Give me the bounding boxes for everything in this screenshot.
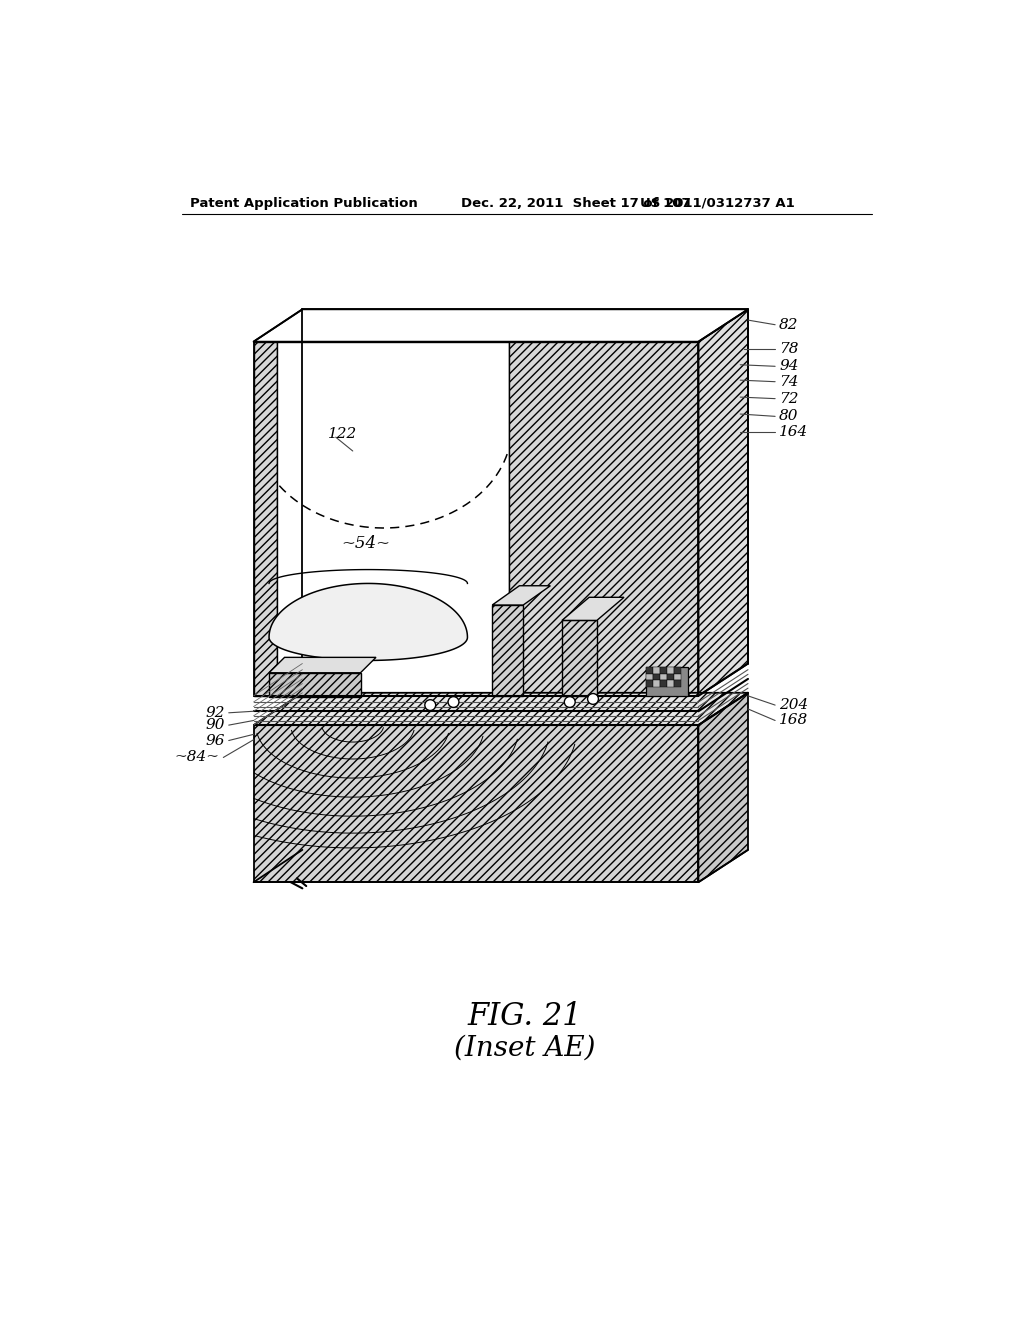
Polygon shape [254, 309, 748, 342]
Polygon shape [509, 342, 698, 696]
Polygon shape [562, 597, 624, 620]
Text: FIG. 21: FIG. 21 [468, 1002, 582, 1032]
Polygon shape [646, 673, 652, 681]
Polygon shape [254, 693, 748, 725]
Circle shape [425, 700, 435, 710]
Polygon shape [562, 620, 597, 696]
Circle shape [588, 693, 598, 705]
Polygon shape [646, 681, 652, 688]
Polygon shape [652, 667, 659, 673]
Text: ~84~: ~84~ [174, 751, 219, 764]
Polygon shape [269, 657, 376, 673]
Text: 164: 164 [779, 425, 808, 438]
Polygon shape [659, 681, 667, 688]
Polygon shape [652, 681, 659, 688]
Polygon shape [646, 667, 652, 673]
Text: 72: 72 [779, 392, 799, 405]
Circle shape [449, 697, 459, 708]
Polygon shape [667, 667, 674, 673]
Polygon shape [667, 673, 674, 681]
Polygon shape [659, 673, 667, 681]
Polygon shape [254, 342, 276, 696]
Text: Dec. 22, 2011  Sheet 17 of 107: Dec. 22, 2011 Sheet 17 of 107 [461, 197, 691, 210]
Text: Patent Application Publication: Patent Application Publication [190, 197, 418, 210]
Polygon shape [698, 309, 748, 696]
Text: US 2011/0312737 A1: US 2011/0312737 A1 [640, 197, 795, 210]
Text: (Inset AE): (Inset AE) [454, 1035, 596, 1061]
Text: 92: 92 [206, 706, 225, 719]
Text: 78: 78 [779, 342, 799, 356]
Text: ~94: ~94 [411, 623, 443, 636]
Polygon shape [674, 667, 681, 673]
Polygon shape [674, 681, 681, 688]
Polygon shape [269, 583, 467, 660]
Text: 74: 74 [779, 375, 799, 388]
Polygon shape [493, 605, 523, 696]
Polygon shape [667, 681, 674, 688]
Text: 82: 82 [779, 318, 799, 331]
Polygon shape [269, 673, 360, 697]
Text: 80: 80 [779, 409, 799, 424]
Text: 90: 90 [206, 718, 225, 733]
Polygon shape [674, 673, 681, 681]
Polygon shape [698, 693, 748, 882]
Polygon shape [254, 725, 698, 882]
Text: 168: 168 [779, 714, 808, 727]
Polygon shape [659, 667, 667, 673]
Text: 204: 204 [779, 698, 808, 711]
Polygon shape [276, 342, 509, 696]
Polygon shape [652, 673, 659, 681]
Circle shape [564, 697, 575, 708]
Polygon shape [493, 586, 550, 605]
Text: 96: 96 [206, 734, 225, 747]
Text: ~54~: ~54~ [341, 535, 390, 552]
Polygon shape [646, 667, 688, 696]
Text: 122: 122 [328, 428, 357, 441]
Text: 94: 94 [779, 359, 799, 374]
